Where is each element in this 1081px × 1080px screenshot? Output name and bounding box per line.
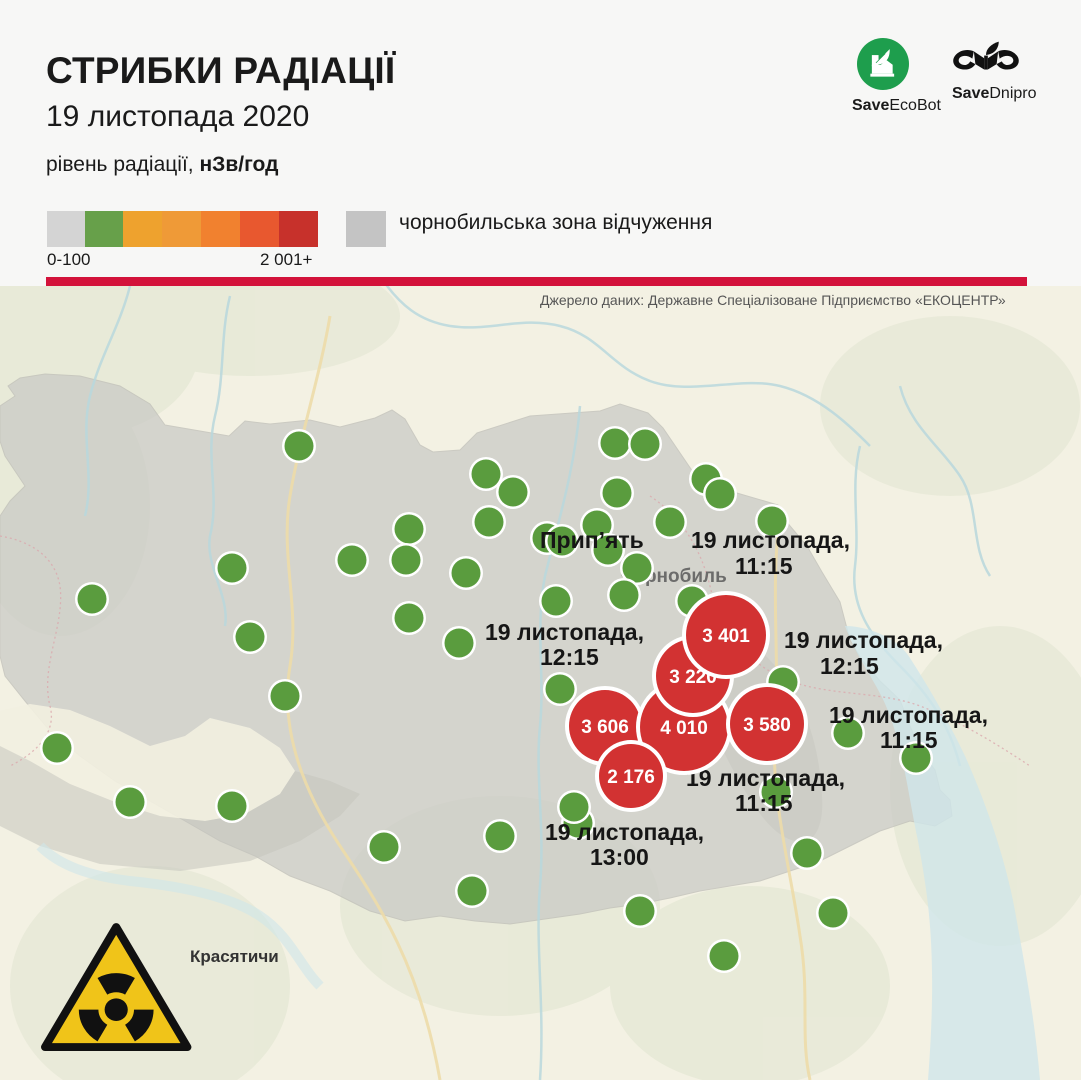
svg-text:Прип’ять: Прип’ять: [540, 527, 644, 553]
svg-text:3 580: 3 580: [743, 715, 791, 736]
svg-text:11:15: 11:15: [735, 790, 793, 816]
svg-text:13:00: 13:00: [590, 844, 649, 870]
svg-text:19 листопада,: 19 листопада,: [545, 819, 704, 845]
svg-text:12:15: 12:15: [540, 644, 599, 670]
svg-text:11:15: 11:15: [880, 727, 938, 753]
svg-text:3 401: 3 401: [702, 626, 750, 647]
svg-text:4 010: 4 010: [660, 718, 708, 739]
svg-text:2 176: 2 176: [607, 767, 655, 788]
svg-text:Красятичи: Красятичи: [190, 947, 279, 966]
svg-text:11:15: 11:15: [735, 553, 793, 579]
svg-text:19 листопада,: 19 листопада,: [485, 619, 644, 645]
svg-text:Джерело даних: Державне Спеціа: Джерело даних: Державне Спеціалізоване П…: [540, 292, 1006, 308]
svg-text:12:15: 12:15: [820, 653, 879, 679]
svg-text:3 606: 3 606: [581, 717, 629, 738]
svg-text:19 листопада,: 19 листопада,: [686, 765, 845, 791]
svg-text:19 листопада,: 19 листопада,: [691, 527, 850, 553]
svg-text:19 листопада,: 19 листопада,: [784, 627, 943, 653]
svg-text:19 листопада,: 19 листопада,: [829, 702, 988, 728]
